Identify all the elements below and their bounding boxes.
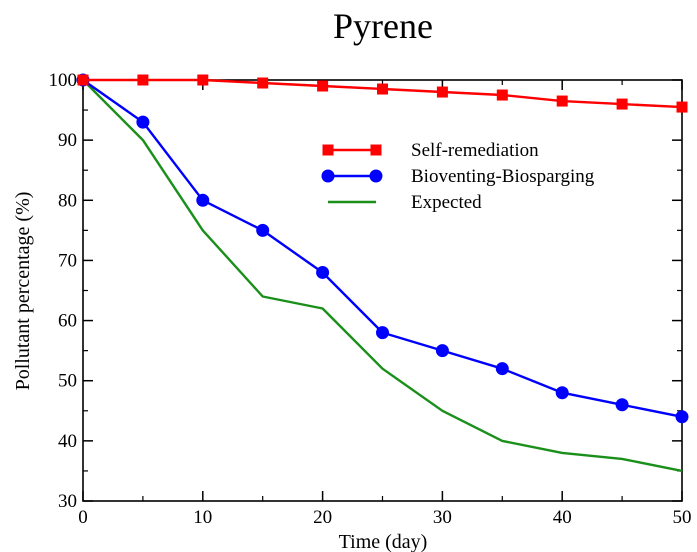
data-point-bioventing-biosparging [316, 265, 330, 279]
x-tick-label: 10 [193, 507, 212, 528]
data-point-self-remediation [496, 89, 508, 101]
axis-ticks: 0 10 20 30 40 50 30 40 50 60 70 80 90 100 [49, 70, 692, 528]
data-point-self-remediation [436, 86, 448, 98]
data-series [76, 73, 689, 473]
y-tick-label: 50 [58, 371, 77, 392]
legend-item-self-remediation: Self-remediation [322, 140, 539, 161]
series-self-remediation [77, 74, 688, 113]
data-point-bioventing-biosparging [136, 115, 150, 129]
y-axis-title: Pollutant percentage (%) [12, 192, 34, 391]
data-point-self-remediation [317, 80, 329, 92]
data-point-self-remediation [377, 83, 388, 95]
data-point-bioventing-biosparging [256, 223, 270, 237]
series-expected [82, 79, 683, 473]
plot-border [82, 79, 683, 502]
y-tick-label: 70 [58, 250, 77, 271]
y-tick-label: 100 [49, 70, 78, 91]
y-tick-label: 80 [58, 190, 77, 211]
data-point-self-remediation [616, 98, 628, 110]
legend-label: Bioventing-Biosparging [411, 166, 595, 187]
legend-swatch-marker [370, 144, 382, 156]
x-tick-label: 20 [313, 507, 332, 528]
data-point-self-remediation [257, 77, 269, 89]
data-point-bioventing-biosparging [376, 326, 389, 340]
legend: Self-remediation Bioventing-Biosparging Ex… [321, 140, 595, 213]
legend-item-bioventing-biosparging: Bioventing-Biosparging [321, 166, 595, 187]
x-axis-title: Time (day) [339, 531, 428, 552]
legend-label: Expected [411, 192, 482, 213]
chart-title: Pyrene [333, 6, 433, 46]
data-point-bioventing-biosparging [555, 386, 569, 400]
series-line-bioventing-biosparging [82, 79, 683, 418]
plot-frame [82, 79, 683, 502]
series-bioventing-biosparging [76, 73, 689, 424]
data-point-bioventing-biosparging [435, 344, 449, 358]
series-line-expected [82, 79, 683, 473]
data-point-self-remediation [137, 74, 149, 86]
data-point-self-remediation [197, 74, 209, 86]
y-tick-label: 90 [58, 130, 77, 151]
data-point-bioventing-biosparging [495, 362, 509, 376]
data-point-bioventing-biosparging [196, 193, 210, 207]
legend-item-expected: Expected [328, 192, 482, 213]
x-tick-label: 0 [78, 507, 88, 528]
y-tick-label: 60 [58, 311, 77, 332]
x-tick-label: 40 [553, 507, 572, 528]
legend-swatch-marker [369, 169, 383, 183]
data-point-self-remediation [77, 74, 89, 86]
legend-label: Self-remediation [411, 140, 539, 161]
data-point-self-remediation [556, 95, 568, 107]
y-tick-label: 40 [58, 431, 77, 452]
y-tick-label: 30 [58, 491, 77, 512]
data-point-bioventing-biosparging [675, 410, 689, 424]
legend-swatch-marker [321, 169, 335, 183]
data-point-bioventing-biosparging [615, 398, 629, 412]
x-tick-label: 30 [433, 507, 452, 528]
x-tick-label: 50 [673, 507, 692, 528]
data-point-self-remediation [676, 101, 688, 113]
legend-swatch-marker [322, 144, 334, 156]
